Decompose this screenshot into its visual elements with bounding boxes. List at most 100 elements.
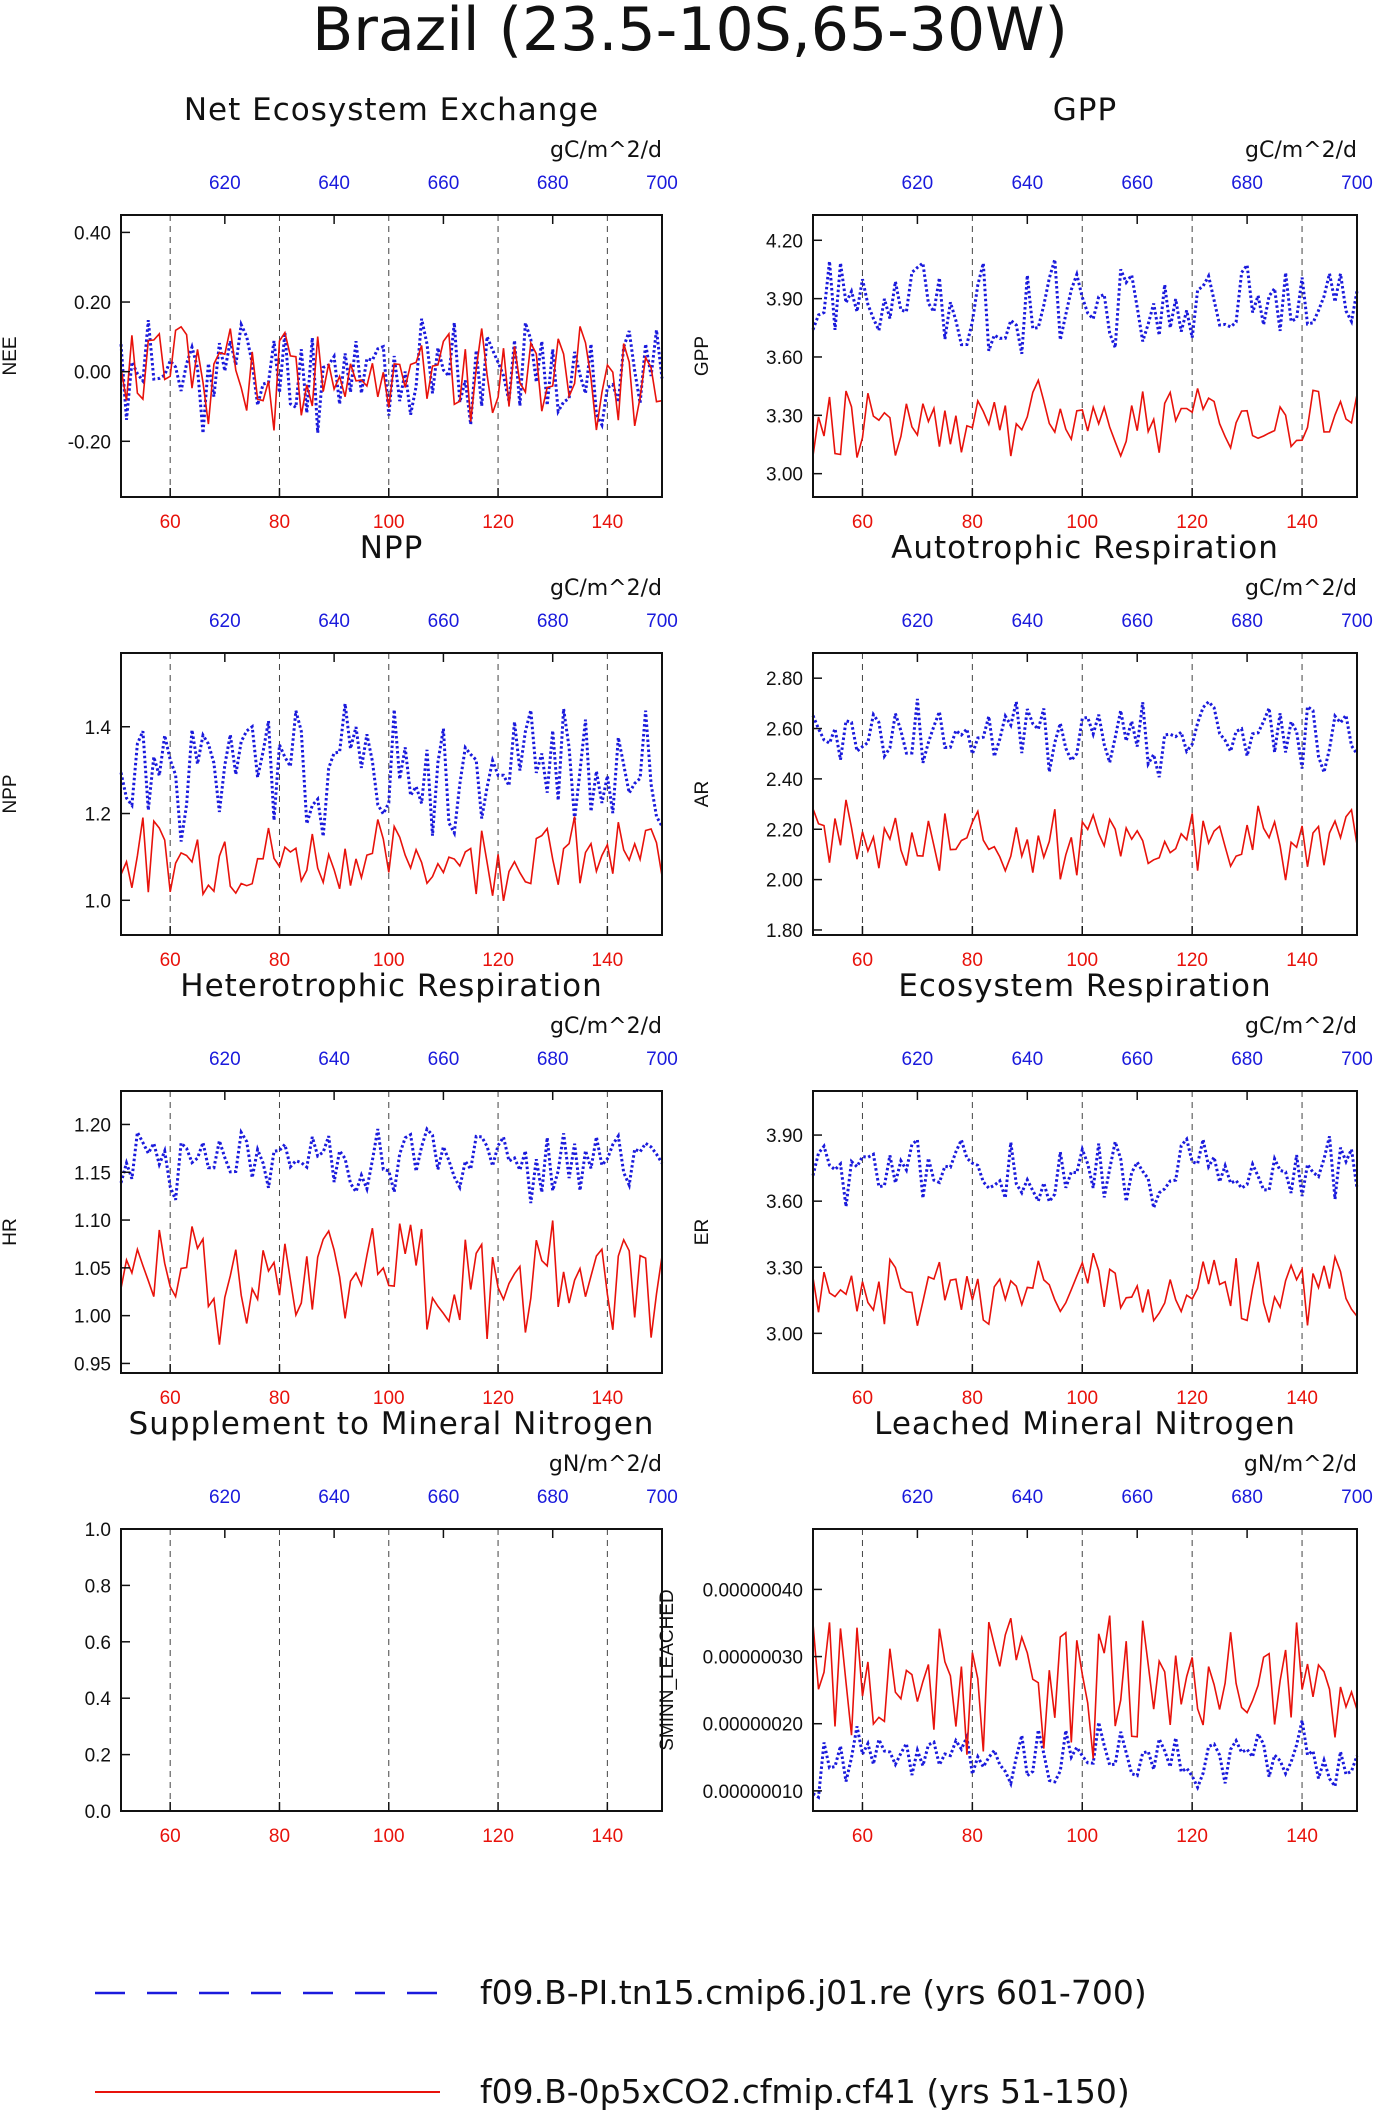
plot-frame — [812, 214, 1358, 498]
panel-title: Heterotrophic Respiration — [180, 968, 602, 1004]
plot-frame — [120, 1528, 663, 1812]
panel-units: gN/m^2/d — [1244, 1452, 1357, 1477]
panel-units: gC/m^2/d — [550, 576, 662, 601]
x2-tick-label: 680 — [537, 611, 569, 632]
y-tick-label: 2.20 — [766, 820, 803, 841]
x2-tick-label: 680 — [1231, 611, 1263, 632]
y-axis-label: ER — [692, 1219, 713, 1245]
panel-nee: Net Ecosystem Exchange gC/m^2/d 60 80 100 120… — [0, 92, 678, 533]
x-tick-label: 100 — [373, 1388, 405, 1409]
y-tick-label: 1.0 — [85, 891, 111, 912]
x2-tick-label: 620 — [902, 173, 934, 194]
x2-tick-label: 620 — [209, 1049, 241, 1070]
plot-frame — [120, 652, 663, 936]
panel-gpp: GPP gC/m^2/d 60 80 100 120 140 620 640 660 680 700 3… — [692, 92, 1373, 533]
panel-hr: Heterotrophic Respiration gC/m^2/d 60 80 100… — [0, 968, 678, 1409]
y-axis-label: AR — [692, 781, 713, 807]
x-tick-label: 140 — [1286, 1826, 1318, 1847]
plot-frame — [812, 1090, 1358, 1374]
y-tick-label: -0.20 — [68, 432, 111, 453]
panel-title: NPP — [360, 530, 424, 566]
x2-tick-label: 640 — [1011, 1487, 1043, 1508]
x2-tick-label: 680 — [1231, 1487, 1263, 1508]
y-tick-label: 0.00000020 — [703, 1715, 803, 1736]
x-tick-label: 60 — [160, 1826, 181, 1847]
series-line-1 — [119, 1126, 664, 1204]
y-tick-label: 0.00000030 — [703, 1648, 803, 1669]
legend: f09.B-PI.tn15.cmip6.j01.re (yrs 601-700)… — [95, 1973, 1147, 2111]
panel-units: gC/m^2/d — [550, 138, 662, 163]
y-tick-label: 0.95 — [74, 1354, 111, 1375]
panel-units: gN/m^2/d — [549, 1452, 662, 1477]
y-tick-label: 4.20 — [766, 231, 803, 252]
y-tick-label: 1.80 — [766, 921, 803, 942]
x-tick-label: 100 — [373, 950, 405, 971]
x-tick-label: 100 — [1066, 1388, 1098, 1409]
panel-units: gC/m^2/d — [550, 1014, 662, 1039]
y-tick-label: 0.00000040 — [703, 1580, 803, 1601]
panel-units: gC/m^2/d — [1245, 576, 1357, 601]
x-tick-label: 120 — [1176, 1826, 1208, 1847]
y-tick-label: 0.00000010 — [703, 1782, 803, 1803]
x2-tick-label: 700 — [1341, 173, 1373, 194]
y-tick-label: 0.0 — [85, 1802, 111, 1823]
y-tick-label: 0.4 — [85, 1689, 112, 1710]
panel-ar: Autotrophic Respiration gC/m^2/d 60 80 100 12… — [692, 530, 1373, 971]
x-tick-label: 100 — [1066, 1826, 1098, 1847]
panel-title: GPP — [1053, 92, 1117, 128]
x-tick-label: 60 — [852, 512, 873, 533]
x2-tick-label: 660 — [428, 1049, 460, 1070]
plot-frame — [812, 652, 1358, 936]
x2-tick-label: 660 — [428, 611, 460, 632]
page-title: Brazil (23.5-10S,65-30W) — [312, 0, 1068, 65]
y-tick-label: 3.00 — [766, 1324, 803, 1345]
panel-supplement-to-sminn: Supplement to Mineral Nitrogen gN/m^2/d 60… — [85, 1406, 678, 1847]
x2-tick-label: 660 — [1121, 611, 1153, 632]
x-tick-label: 80 — [962, 950, 983, 971]
y-axis-label: HR — [0, 1218, 21, 1245]
x2-tick-label: 640 — [1011, 1049, 1043, 1070]
x2-tick-label: 640 — [1011, 173, 1043, 194]
y-axis-label: SMINN_LEACHED — [657, 1589, 678, 1751]
panel-units: gC/m^2/d — [1245, 1014, 1357, 1039]
x-tick-label: 140 — [592, 1826, 624, 1847]
panel-title: Ecosystem Respiration — [898, 968, 1271, 1004]
x-tick-label: 100 — [1066, 950, 1098, 971]
series-line-2 — [812, 1615, 1358, 1759]
y-tick-label: 1.20 — [74, 1115, 111, 1136]
y-tick-label: 0.40 — [74, 223, 111, 244]
x2-tick-label: 620 — [902, 611, 934, 632]
series-line-1 — [119, 703, 664, 842]
series-line-2 — [120, 1220, 663, 1345]
series-line-1 — [811, 698, 1359, 778]
y-axis-label: GPP — [692, 336, 713, 376]
y-tick-label: 3.60 — [766, 1192, 803, 1213]
y-tick-label: 1.05 — [74, 1259, 111, 1280]
plot-frame — [120, 1090, 663, 1374]
series-line-2 — [812, 799, 1358, 881]
x-tick-label: 140 — [592, 1388, 624, 1409]
panel-title: Leached Mineral Nitrogen — [874, 1406, 1296, 1442]
x-tick-label: 140 — [592, 950, 624, 971]
x-tick-label: 80 — [269, 512, 290, 533]
y-tick-label: 3.90 — [766, 290, 803, 311]
x2-tick-label: 700 — [1341, 1049, 1373, 1070]
x2-tick-label: 640 — [318, 173, 350, 194]
y-tick-label: 1.15 — [74, 1163, 111, 1184]
panels-group: Net Ecosystem Exchange gC/m^2/d 60 80 100 120… — [0, 92, 1373, 1847]
x-tick-label: 100 — [373, 512, 405, 533]
x2-tick-label: 700 — [646, 173, 678, 194]
x2-tick-label: 700 — [646, 611, 678, 632]
series-line-2 — [812, 377, 1358, 459]
x-tick-label: 80 — [962, 1388, 983, 1409]
y-tick-label: 1.00 — [74, 1307, 111, 1328]
x-tick-label: 120 — [482, 512, 514, 533]
x-tick-label: 60 — [160, 512, 181, 533]
x2-tick-label: 620 — [209, 173, 241, 194]
panel-er: Ecosystem Respiration gC/m^2/d 60 80 100 120 1… — [692, 968, 1373, 1409]
x-tick-label: 120 — [1176, 950, 1208, 971]
panel-npp: NPP gC/m^2/d 60 80 100 120 140 620 640 660 680 700 1… — [0, 530, 678, 971]
x-tick-label: 80 — [269, 1388, 290, 1409]
x-tick-label: 120 — [1176, 512, 1208, 533]
y-tick-label: 0.8 — [85, 1576, 111, 1597]
